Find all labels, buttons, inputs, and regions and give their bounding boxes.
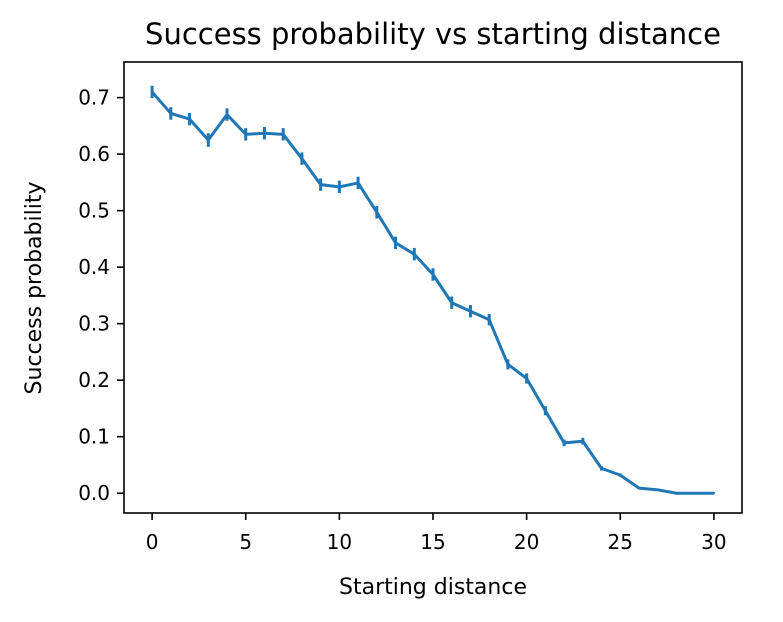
data-point <box>619 473 622 477</box>
y-tick-label: 0.0 <box>78 481 110 505</box>
x-tick-label: 30 <box>701 530 726 554</box>
y-tick-label: 0.2 <box>78 368 110 392</box>
x-tick-label: 25 <box>608 530 633 554</box>
x-tick-label: 10 <box>327 530 352 554</box>
data-point <box>562 441 566 445</box>
data-point <box>244 133 247 136</box>
chart-title: Success probability vs starting distance <box>145 17 721 51</box>
y-tick-label: 0.4 <box>78 255 110 279</box>
data-point <box>525 377 528 380</box>
y-tick-label: 0.6 <box>78 142 110 166</box>
data-point <box>469 310 472 313</box>
data-point <box>394 241 397 245</box>
x-tick-label: 0 <box>146 530 159 554</box>
data-point <box>450 301 453 304</box>
x-tick-label: 5 <box>239 530 252 554</box>
data-point <box>338 185 341 189</box>
y-tick-label: 0.7 <box>78 86 110 110</box>
data-point <box>207 138 210 142</box>
data-point <box>544 409 547 412</box>
data-point <box>413 252 416 256</box>
data-point <box>675 492 678 495</box>
x-axis-label: Starting distance <box>339 575 527 600</box>
data-point <box>637 486 641 490</box>
data-point <box>656 488 659 492</box>
data-point <box>506 363 510 366</box>
x-tick-label: 20 <box>514 530 539 554</box>
x-tick-label: 15 <box>420 530 445 554</box>
data-point <box>225 113 229 116</box>
data-point <box>319 183 322 186</box>
data-point <box>281 133 285 136</box>
data-point <box>263 132 266 135</box>
data-point <box>431 273 435 276</box>
data-point <box>487 318 491 321</box>
data-point <box>188 117 191 121</box>
y-axis: 0.0 0.1 0.2 0.3 0.4 0.5 0.6 0.7 <box>78 86 124 505</box>
data-point <box>169 112 173 115</box>
data-point <box>693 492 697 495</box>
plot-area <box>150 85 716 495</box>
y-tick-label: 0.3 <box>78 312 110 336</box>
y-tick-label: 0.5 <box>78 199 110 223</box>
data-point <box>300 157 304 160</box>
data-point <box>375 211 379 214</box>
data-point <box>600 467 603 470</box>
series-line <box>150 90 714 495</box>
data-point <box>712 492 716 495</box>
y-axis-label: Success probability <box>22 182 47 395</box>
data-point <box>150 90 154 94</box>
y-tick-label: 0.1 <box>78 425 110 449</box>
data-point <box>581 440 585 443</box>
x-axis: 0 5 10 15 20 25 30 <box>146 513 727 554</box>
data-point <box>356 181 360 185</box>
